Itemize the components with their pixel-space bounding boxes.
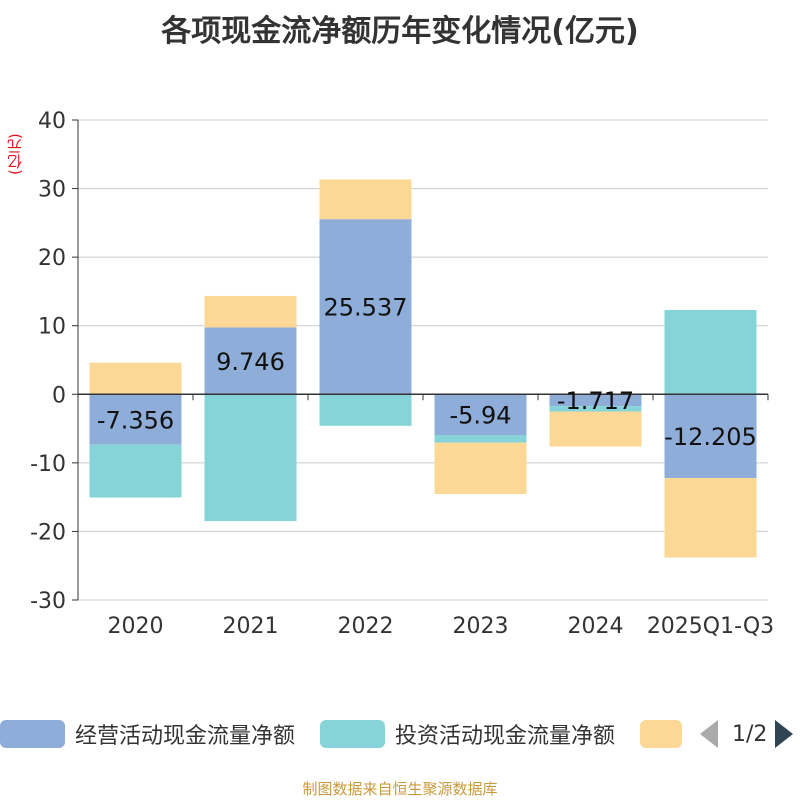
legend-page-number: 1/2 bbox=[732, 721, 768, 747]
data-label: -7.356 bbox=[97, 407, 174, 435]
bar-investing bbox=[549, 406, 642, 412]
chart-title: 各项现金流净额历年变化情况(亿元) bbox=[161, 14, 639, 49]
data-label: -1.717 bbox=[557, 387, 634, 415]
bar-financing bbox=[549, 411, 642, 447]
bar-investing bbox=[434, 435, 527, 443]
data-label: 9.746 bbox=[216, 348, 285, 376]
bar-investing bbox=[319, 394, 412, 426]
bar-chart: -30 -20 -10 0 10 20 30 40 2020 2021 2022 2023 2024 20… bbox=[30, 109, 774, 639]
y-tick-label: 0 bbox=[52, 383, 66, 408]
bar-financing bbox=[89, 362, 182, 395]
legend-swatch-operating bbox=[0, 720, 65, 748]
legend: 经营活动现金流量净额 投资活动现金流量净额 1/2 bbox=[0, 714, 800, 754]
legend-label-investing: 投资活动现金流量净额 bbox=[395, 724, 616, 749]
data-label: -5.94 bbox=[449, 402, 511, 430]
legend-pager: 1/2 bbox=[700, 714, 794, 754]
x-tick-label: 2020 bbox=[108, 614, 164, 639]
y-tick-label: -20 bbox=[30, 520, 66, 545]
data-source-note: 制图数据来自恒生聚源数据库 bbox=[302, 780, 498, 798]
bar-financing bbox=[664, 477, 757, 558]
legend-next-page-icon[interactable] bbox=[775, 720, 794, 748]
bar-investing bbox=[89, 444, 182, 498]
legend-item-investing[interactable]: 投资活动现金流量净额 bbox=[320, 714, 615, 754]
y-tick-label: -30 bbox=[30, 589, 66, 614]
legend-swatch-financing bbox=[640, 720, 682, 748]
bar-operating bbox=[204, 327, 297, 395]
legend-item-financing[interactable] bbox=[640, 714, 692, 754]
bar-operating bbox=[664, 394, 757, 478]
bar-operating bbox=[549, 394, 642, 407]
data-label: 25.537 bbox=[324, 294, 408, 322]
bar-operating bbox=[89, 394, 182, 445]
legend-swatch-investing bbox=[320, 720, 385, 748]
bar-investing bbox=[204, 394, 297, 522]
bar-operating bbox=[319, 219, 412, 395]
y-tick-label: 10 bbox=[38, 315, 66, 340]
data-label: -12.205 bbox=[664, 423, 757, 451]
y-tick-label: 40 bbox=[38, 109, 66, 134]
y-tick-label: 30 bbox=[38, 178, 66, 203]
legend-prev-page-icon[interactable] bbox=[700, 720, 718, 748]
y-tick-label: -10 bbox=[30, 452, 66, 477]
legend-label-operating: 经营活动现金流量净额 bbox=[75, 724, 296, 749]
bar-financing bbox=[319, 179, 412, 220]
x-tick-label: 2022 bbox=[338, 614, 394, 639]
legend-item-operating[interactable]: 经营活动现金流量净额 bbox=[0, 714, 295, 754]
bar-operating bbox=[434, 394, 527, 436]
bar-financing bbox=[204, 295, 297, 328]
y-tick-label: 20 bbox=[38, 246, 66, 271]
x-tick-label: 2024 bbox=[568, 614, 624, 639]
x-tick-label: 2021 bbox=[223, 614, 279, 639]
bar-investing bbox=[664, 309, 757, 395]
x-tick-label: 2023 bbox=[453, 614, 509, 639]
bar-financing bbox=[434, 442, 527, 494]
x-tick-label: 2025Q1-Q3 bbox=[647, 614, 774, 639]
